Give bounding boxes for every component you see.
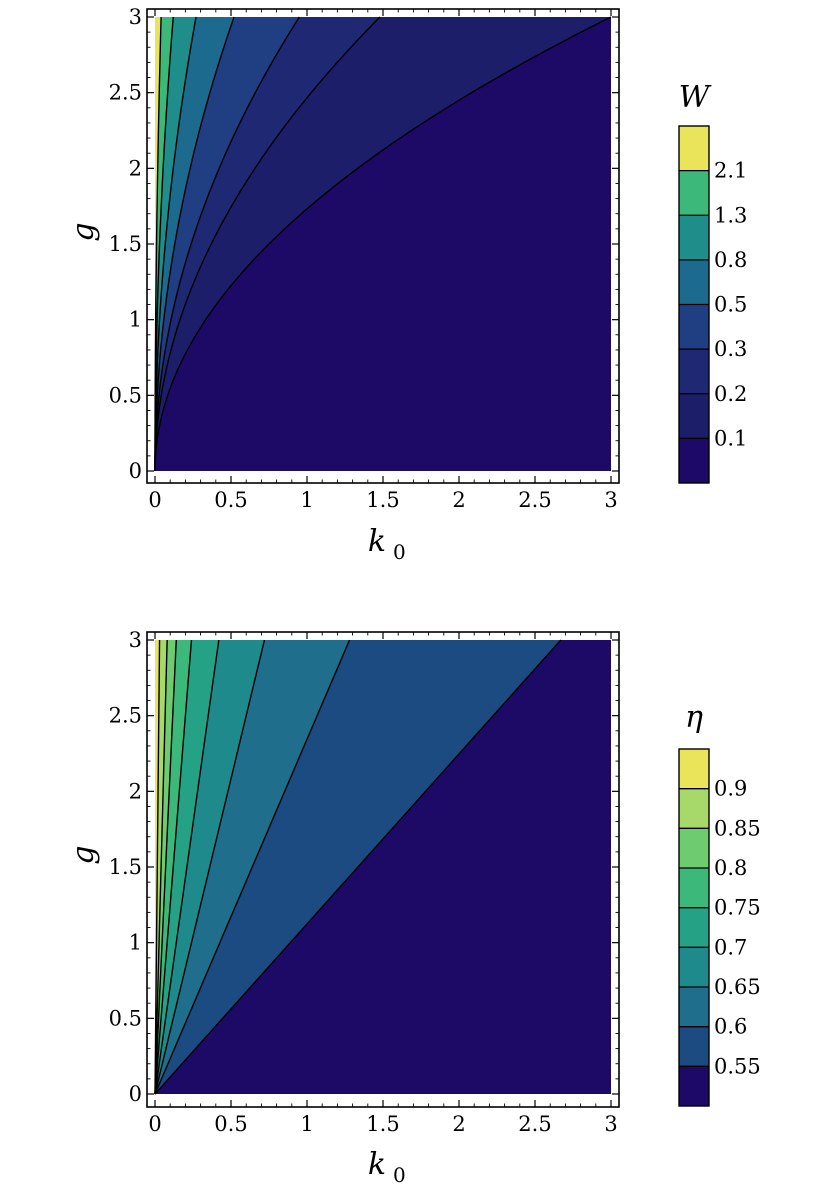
contour-line-2 (154, 16, 197, 472)
contour-band-0 (155, 17, 162, 471)
x-tick-label: 2 (452, 1112, 465, 1136)
colorbar-band (679, 1026, 709, 1067)
colorbar-level-label: 0.8 (714, 248, 747, 272)
contour-line-3 (154, 16, 235, 472)
y-tick-label: 1 (129, 308, 142, 332)
colorbar-band (679, 438, 709, 483)
colorbar-level-label: 0.9 (714, 777, 747, 801)
colorbar-level-label: 0.75 (714, 896, 761, 920)
colorbar-band (679, 126, 709, 171)
colorbar-level-label: 1.3 (714, 203, 747, 227)
x-tick-label: 0 (148, 1112, 161, 1136)
x-tick-label: 2.5 (518, 488, 551, 512)
x-tick-label: 1 (300, 1112, 313, 1136)
colorbar-level-label: 0.1 (714, 426, 747, 450)
colorbar-band (679, 868, 709, 908)
x-axis-label: k (368, 1147, 386, 1182)
x-tick-label: 2.5 (518, 1112, 551, 1136)
colorbar-band (679, 828, 709, 868)
y-tick-label: 0.5 (109, 383, 142, 407)
y-tick-label: 0 (129, 1082, 142, 1106)
colorbar-level-label: 0.6 (714, 1015, 747, 1039)
colorbar-band (679, 349, 709, 394)
x-tick-label: 2 (452, 488, 465, 512)
y-axis-label: g (66, 845, 101, 864)
colorbar-band (679, 947, 709, 987)
contour-line-7 (154, 639, 562, 1095)
contour-line-5 (154, 639, 266, 1095)
colorbar-title: W (679, 80, 712, 115)
colorbar-frame (678, 748, 710, 1107)
x-tick-label: 0 (148, 488, 161, 512)
colorbar-title: η (685, 700, 703, 735)
contour-line-6 (154, 639, 351, 1095)
y-tick-label: 2.5 (109, 81, 142, 105)
x-tick-label: 1.5 (366, 488, 399, 512)
y-tick-label: 2 (129, 156, 142, 180)
colorbar-band (679, 304, 709, 350)
colorbar-level-label: 2.1 (714, 159, 747, 183)
x-axis-label-subscript: 0 (393, 1163, 406, 1186)
x-tick-label: 0.5 (214, 1112, 247, 1136)
x-tick-label: 0.5 (214, 488, 247, 512)
contour-panel-W: 0 0.5 1 1.5 2 2.5 300.511.522.53k 0g2.11.30.80.… (66, 5, 747, 564)
colorbar-band (679, 259, 709, 305)
x-tick-label: 1.5 (366, 1112, 399, 1136)
contour-line-6 (154, 16, 612, 472)
contour-line-4 (154, 16, 300, 472)
contour-panel-eta: 0 0.5 1 1.5 2 2.5 300.511.522.53k 0g0.90.850.80… (66, 628, 761, 1186)
y-tick-label: 2 (129, 779, 142, 803)
contour-band-1 (155, 17, 174, 471)
colorbar-level-label: 0.2 (714, 382, 747, 406)
colorbar-level-label: 0.7 (714, 935, 747, 959)
y-tick-label: 3 (129, 5, 142, 29)
y-tick-label: 2.5 (109, 704, 142, 728)
colorbar-band (679, 987, 709, 1027)
x-tick-label: 3 (604, 1112, 617, 1136)
colorbar-level-label: 0.3 (714, 337, 747, 361)
colorbar-band (679, 215, 709, 260)
y-tick-label: 1.5 (109, 232, 142, 256)
colorbar-level-label: 0.65 (714, 975, 761, 999)
y-tick-label: 0.5 (109, 1006, 142, 1030)
x-axis-label: k (368, 524, 386, 559)
y-tick-label: 3 (129, 628, 142, 652)
colorbar-level-label: 0.85 (714, 816, 761, 840)
x-axis-label-subscript: 0 (393, 540, 406, 564)
contour-line-4 (154, 639, 220, 1095)
colorbar-band (679, 170, 709, 216)
colorbar-level-label: 0.55 (714, 1054, 761, 1078)
colorbar-level-label: 0.8 (714, 856, 747, 880)
colorbar-band (679, 393, 709, 439)
colorbar-band (679, 788, 709, 829)
y-tick-label: 0 (129, 459, 142, 483)
y-tick-label: 1 (129, 931, 142, 955)
colorbar-level-label: 0.5 (714, 293, 747, 317)
contour-line-5 (154, 16, 381, 472)
y-tick-label: 1.5 (109, 855, 142, 879)
y-axis-label: g (66, 222, 101, 241)
colorbar-band (679, 1066, 709, 1106)
x-tick-label: 1 (300, 488, 313, 512)
x-tick-label: 3 (604, 488, 617, 512)
colorbar-band (679, 907, 709, 948)
colorbar-band (679, 749, 709, 789)
contour-line-3 (154, 639, 193, 1095)
